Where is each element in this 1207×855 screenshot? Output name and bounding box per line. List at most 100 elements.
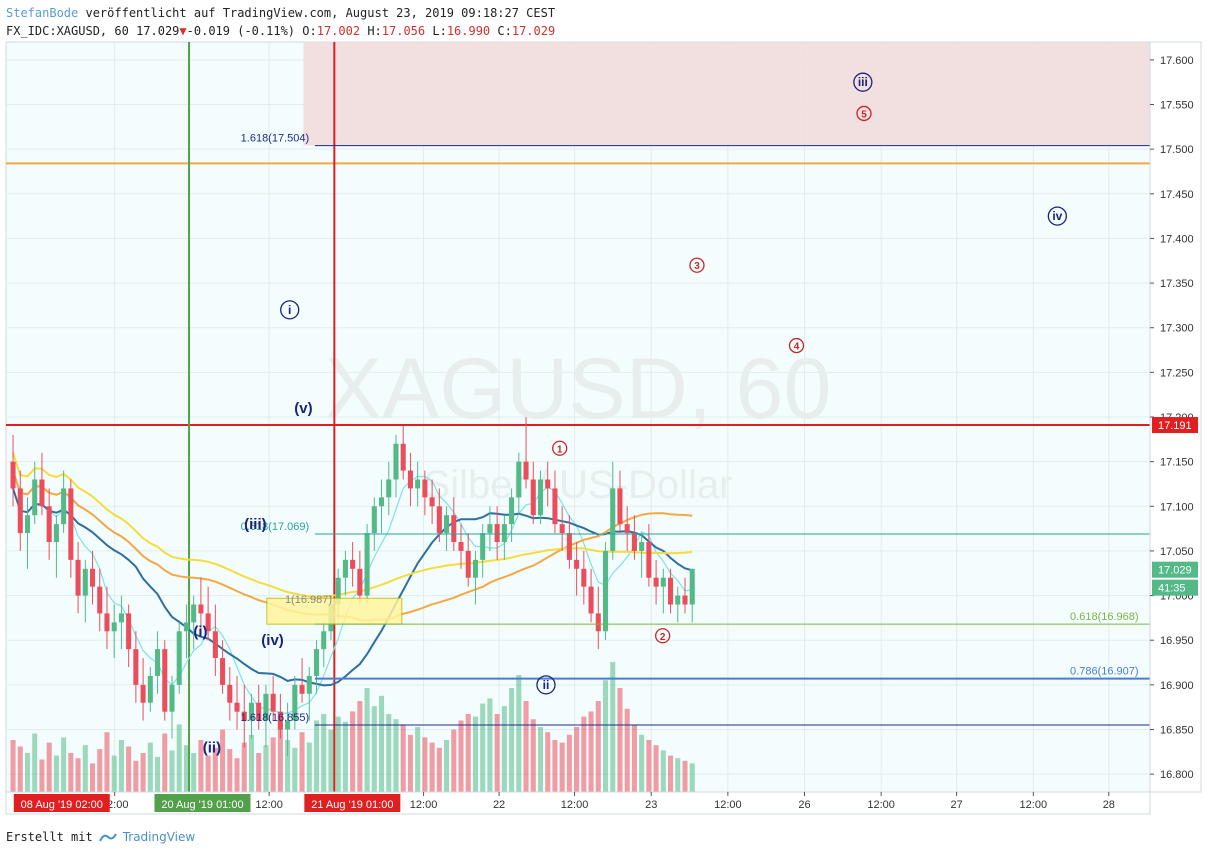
volume-bar xyxy=(234,758,240,792)
volume-bar xyxy=(407,734,413,792)
candle-body xyxy=(176,631,182,685)
open-value: 17.002 xyxy=(316,24,361,38)
volume-bar xyxy=(220,729,226,792)
price-tick-label: 17.400 xyxy=(1160,233,1194,245)
volume-bar xyxy=(75,758,81,792)
volume-bar xyxy=(241,742,247,792)
candle-body xyxy=(183,622,189,632)
candle-body xyxy=(530,479,536,516)
volume-bar xyxy=(675,758,681,792)
candle-body xyxy=(653,577,659,587)
volume-bar xyxy=(263,745,269,792)
open-label: O: xyxy=(302,24,317,38)
price-tick-label: 17.350 xyxy=(1160,278,1194,290)
candle-body xyxy=(335,577,341,605)
volume-bar xyxy=(364,688,370,792)
candle-body xyxy=(256,702,262,721)
horizontal-lines xyxy=(6,162,1150,427)
volume-bar xyxy=(147,742,153,792)
time-tick-label: 12:00 xyxy=(714,799,742,811)
volume-bar xyxy=(321,714,327,792)
candle-body xyxy=(155,649,161,676)
footer: Erstellt mit TradingView xyxy=(6,830,195,844)
candle-body xyxy=(429,497,435,507)
candle-body xyxy=(574,559,580,569)
time-tick-label: 26 xyxy=(798,799,810,811)
candle-body xyxy=(75,559,81,596)
candle-body xyxy=(595,613,601,632)
candle-body xyxy=(364,533,370,596)
candle-body xyxy=(24,515,31,534)
candle-body xyxy=(444,515,450,534)
volume-bar xyxy=(191,753,197,792)
volume-bar xyxy=(118,740,124,792)
author-link[interactable]: StefanBode xyxy=(6,6,79,20)
price-tick-label: 16.950 xyxy=(1160,635,1194,647)
wave-label: ii xyxy=(543,678,550,692)
candle-body xyxy=(494,524,500,542)
volume-bar xyxy=(97,749,103,792)
candle-body xyxy=(32,479,38,516)
volume-bar xyxy=(552,740,558,792)
volume-bar xyxy=(277,724,283,792)
wave-circle xyxy=(655,628,671,644)
price-tick-label: 17.050 xyxy=(1160,546,1194,558)
candle-body xyxy=(422,479,428,498)
candle-body xyxy=(89,568,96,587)
candle-body xyxy=(205,613,211,632)
volume-bar xyxy=(24,753,31,792)
publish-line: StefanBode veröffentlicht auf TradingVie… xyxy=(6,6,555,20)
volume-bar xyxy=(111,755,117,792)
time-axis-bg xyxy=(5,791,1151,815)
price-flag xyxy=(1152,417,1198,434)
candle-body xyxy=(436,506,442,534)
wave-label: 3 xyxy=(694,261,700,272)
volume-bar xyxy=(140,753,146,792)
candle-body xyxy=(371,506,377,534)
volume-bar xyxy=(155,756,161,792)
volume-bar xyxy=(17,746,23,792)
volume-bar xyxy=(639,734,645,792)
wave-label: (v) xyxy=(294,400,312,417)
candle-body xyxy=(552,488,558,525)
fib-label: 0.618(16.968) xyxy=(1070,611,1139,623)
price-axis-bg xyxy=(1149,41,1202,793)
candle-body xyxy=(646,542,652,578)
volume-bar xyxy=(328,729,334,792)
candle-body xyxy=(306,675,312,694)
volume-bar xyxy=(32,733,38,792)
volume-bar xyxy=(400,724,406,792)
fib-label: 1(16.987) xyxy=(285,594,332,606)
volume-bar xyxy=(386,714,392,792)
wave-circle xyxy=(856,105,872,122)
volume-bar xyxy=(501,706,507,792)
volume-bar xyxy=(270,737,276,792)
tradingview-link[interactable]: TradingView xyxy=(122,830,196,844)
wave-label: 1 xyxy=(557,444,563,455)
price-tick-label: 16.900 xyxy=(1160,680,1194,692)
candle-body xyxy=(386,479,392,498)
date-flag-label: 20 Aug '19 01:00 xyxy=(161,799,243,811)
down-arrow-icon: ▼ xyxy=(179,24,187,38)
low-value: 16.990 xyxy=(446,24,491,38)
symbol-label: FX_IDC:XAGUSD, 60 xyxy=(6,24,129,38)
candle-body xyxy=(400,443,406,471)
candle-body xyxy=(523,461,529,480)
candle-body xyxy=(350,559,356,569)
price-axis: 17.600 17.550 17.500 17.450 17.400 17.350 17.3… xyxy=(1149,41,1202,793)
volume-bar xyxy=(624,708,630,792)
wave-label: iv xyxy=(1052,209,1062,223)
volume-bar xyxy=(631,724,637,792)
volume-bar xyxy=(350,711,356,792)
candle-body xyxy=(46,506,52,542)
target-zone xyxy=(303,42,1150,146)
volume-bars xyxy=(10,662,695,792)
candle-body xyxy=(480,533,486,560)
candle-body xyxy=(545,479,551,489)
volume-bar xyxy=(516,675,522,792)
wave-circle xyxy=(280,300,300,320)
price-flag xyxy=(1152,561,1198,578)
volume-bar xyxy=(451,729,457,792)
ma-medium-line xyxy=(12,488,693,687)
